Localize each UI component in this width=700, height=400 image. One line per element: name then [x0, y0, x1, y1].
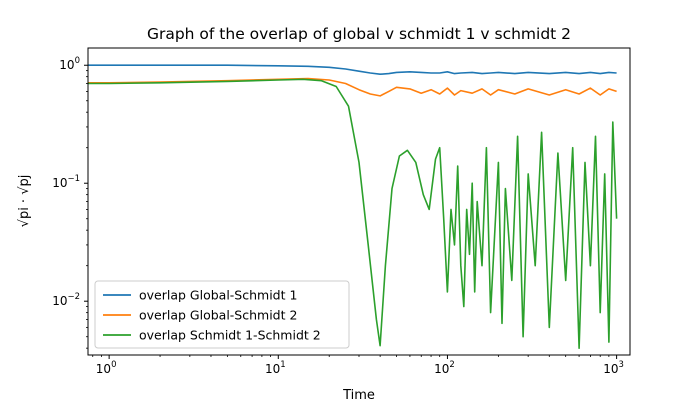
- x-axis-label: Time: [342, 388, 375, 400]
- series-line-1: [88, 64, 617, 75]
- legend: overlap Global-Schmidt 1 overlap Global-S…: [94, 280, 350, 349]
- legend-label: overlap Global-Schmidt 1: [139, 288, 297, 303]
- x-tick-label: 103: [603, 360, 624, 376]
- x-tick-label: 100: [96, 360, 117, 376]
- series-line-3: [88, 78, 618, 350]
- y-tick-label: 100: [59, 56, 80, 72]
- y-axis: 10−2 10−1 100: [52, 56, 88, 349]
- x-axis: 100 101 102 103: [92, 355, 624, 376]
- legend-label: overlap Schmidt 1-Schmidt 2: [139, 328, 321, 343]
- plot-area: [88, 64, 618, 350]
- chart-title: Graph of the overlap of global v schmidt…: [147, 25, 571, 43]
- y-tick-label: 10−1: [52, 174, 80, 190]
- y-tick-label: 10−2: [52, 292, 80, 308]
- x-tick-label: 102: [434, 360, 455, 376]
- series-line-2: [88, 77, 617, 97]
- legend-box: [94, 280, 350, 349]
- y-axis-label: √pi · √pj: [17, 175, 32, 228]
- legend-label: overlap Global-Schmidt 2: [139, 308, 297, 323]
- x-tick-label: 101: [265, 360, 286, 376]
